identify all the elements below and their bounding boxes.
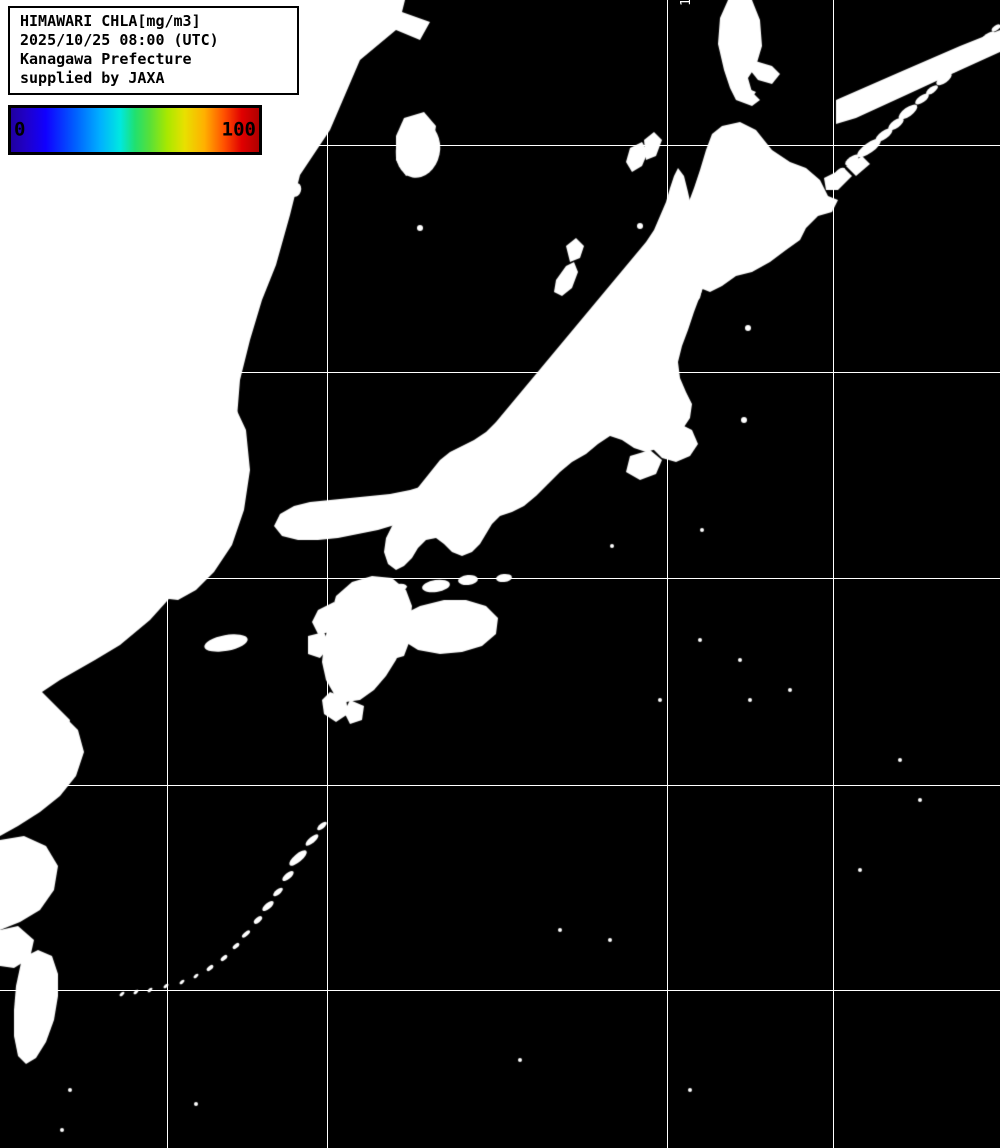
info-region: Kanagawa Prefecture bbox=[20, 50, 192, 68]
himawari-chla-info-panel: HIMAWARI CHLA[mg/m3] 2025/10/25 08:00 (U… bbox=[8, 6, 299, 95]
chla-colorbar: 0 100 bbox=[8, 105, 262, 155]
info-title: HIMAWARI CHLA[mg/m3] bbox=[20, 12, 201, 30]
colorbar-max-label: 100 bbox=[221, 118, 256, 141]
info-timestamp: 2025/10/25 08:00 (UTC) bbox=[20, 31, 219, 49]
colorbar-gradient bbox=[11, 108, 259, 152]
colorbar-min-label: 0 bbox=[14, 118, 26, 141]
info-attribution: supplied by JAXA bbox=[20, 69, 165, 87]
